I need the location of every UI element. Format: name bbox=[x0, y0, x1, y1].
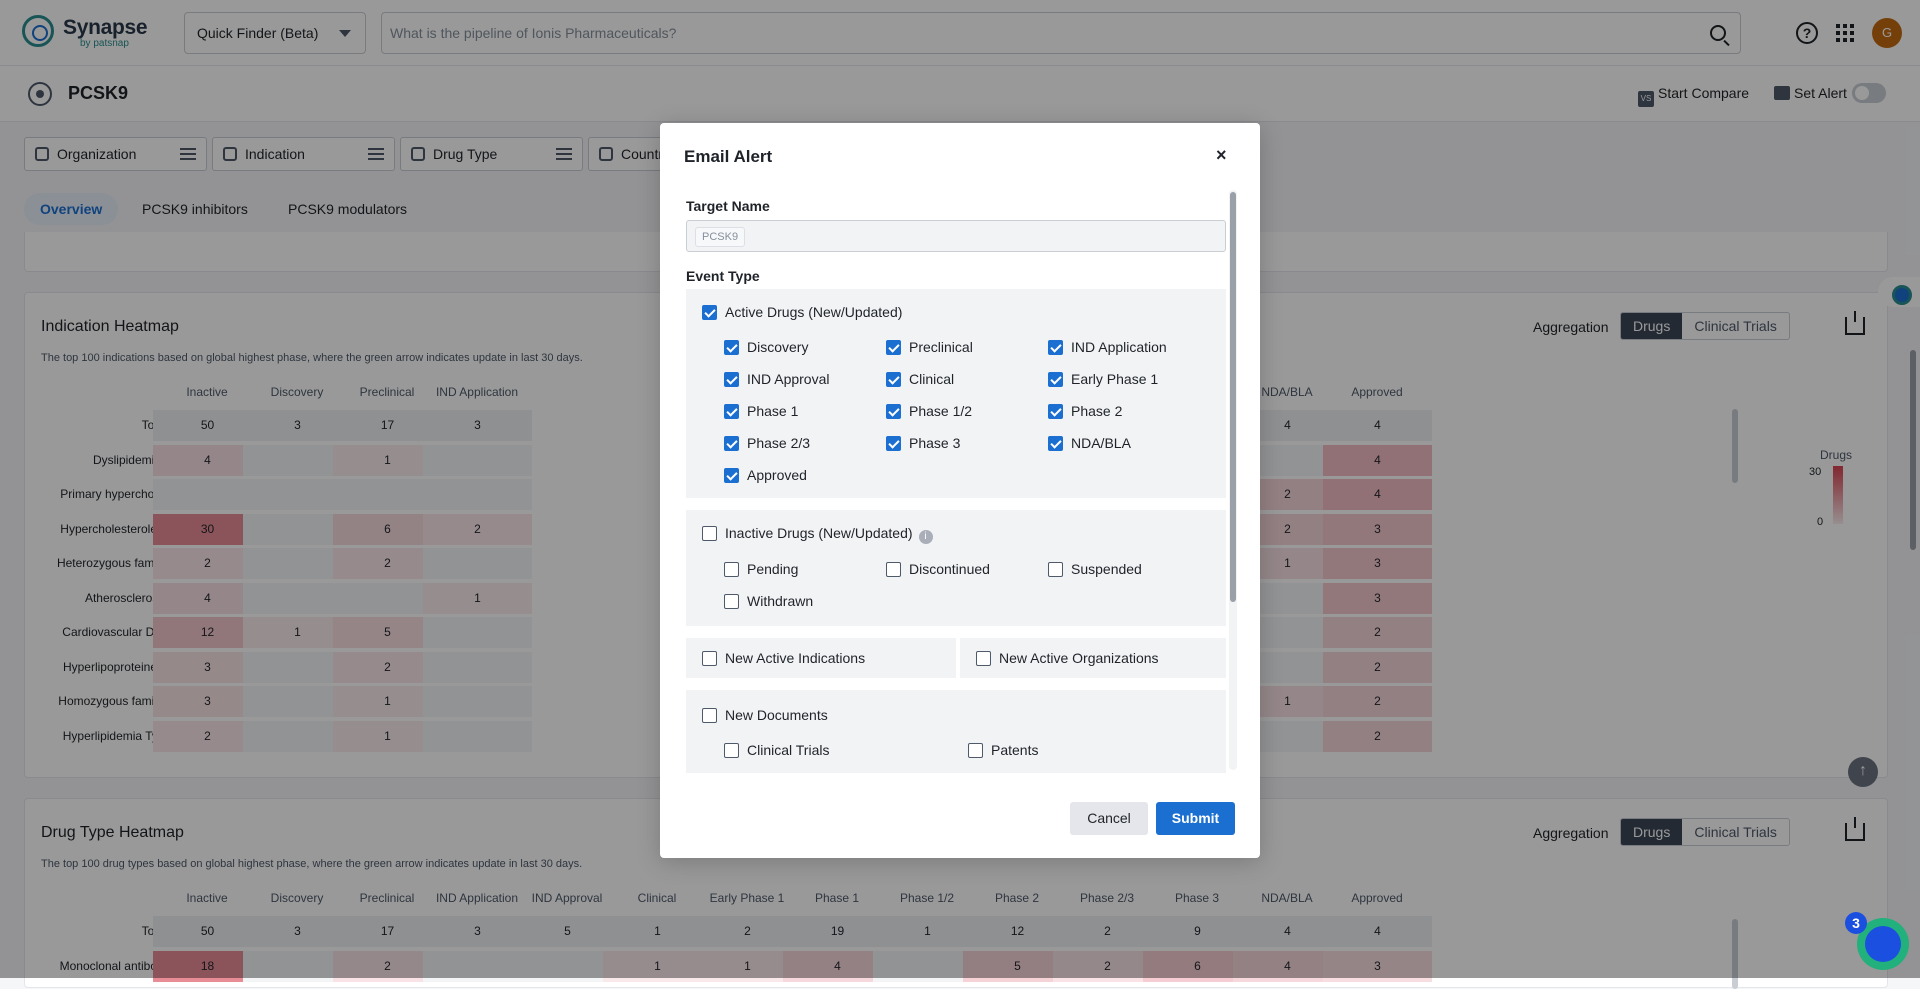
checkbox-checked-icon bbox=[724, 436, 739, 451]
info-icon[interactable]: i bbox=[919, 530, 933, 544]
checkbox-label: Preclinical bbox=[909, 339, 973, 355]
active-option-checkbox[interactable]: Approved bbox=[724, 467, 807, 483]
active-option-checkbox[interactable]: NDA/BLA bbox=[1048, 435, 1131, 451]
checkbox-label: Patents bbox=[991, 742, 1038, 758]
target-name-field[interactable]: PCSK9 bbox=[686, 220, 1226, 252]
checkbox-label: Phase 2/3 bbox=[747, 435, 810, 451]
checkbox-label: New Active Indications bbox=[725, 650, 865, 666]
active-option-checkbox[interactable]: Early Phase 1 bbox=[1048, 371, 1158, 387]
checkbox-icon bbox=[886, 562, 901, 577]
active-option-checkbox[interactable]: IND Approval bbox=[724, 371, 829, 387]
new-active-organizations-checkbox[interactable]: New Active Organizations bbox=[976, 650, 1159, 666]
checkbox-icon bbox=[724, 743, 739, 758]
active-option-checkbox[interactable]: Phase 3 bbox=[886, 435, 960, 451]
close-icon[interactable]: × bbox=[1216, 145, 1227, 166]
checkbox-checked-icon bbox=[886, 340, 901, 355]
checkbox-icon bbox=[724, 562, 739, 577]
checkbox-label: Pending bbox=[747, 561, 798, 577]
new-documents-group: New Documents Clinical Trials Patents bbox=[686, 690, 1226, 773]
checkbox-label: Phase 1 bbox=[747, 403, 798, 419]
doc-option-clinical-trials[interactable]: Clinical Trials bbox=[724, 742, 829, 758]
checkbox-checked-icon bbox=[724, 372, 739, 387]
inactive-drugs-checkbox[interactable]: Inactive Drugs (New/Updated) i bbox=[702, 525, 933, 544]
checkbox-label: New Active Organizations bbox=[999, 650, 1159, 666]
checkbox-checked-icon bbox=[886, 404, 901, 419]
target-tag: PCSK9 bbox=[695, 227, 745, 247]
active-option-checkbox[interactable]: Clinical bbox=[886, 371, 954, 387]
checkbox-label: Phase 1/2 bbox=[909, 403, 972, 419]
active-option-checkbox[interactable]: Discovery bbox=[724, 339, 808, 355]
new-active-indications-group: New Active Indications bbox=[686, 638, 956, 678]
active-drugs-checkbox[interactable]: Active Drugs (New/Updated) bbox=[702, 304, 902, 320]
checkbox-icon bbox=[702, 526, 717, 541]
inactive-option-checkbox[interactable]: Withdrawn bbox=[724, 593, 813, 609]
checkbox-icon bbox=[1048, 562, 1063, 577]
checkbox-label: Approved bbox=[747, 467, 807, 483]
active-drugs-group: Active Drugs (New/Updated) Discovery Prec… bbox=[686, 289, 1226, 498]
new-active-organizations-group: New Active Organizations bbox=[960, 638, 1226, 678]
active-option-checkbox[interactable]: IND Application bbox=[1048, 339, 1167, 355]
checkbox-label: Phase 3 bbox=[909, 435, 960, 451]
inactive-option-checkbox[interactable]: Discontinued bbox=[886, 561, 990, 577]
notification-badge[interactable]: 3 bbox=[1845, 912, 1867, 934]
checkbox-checked-icon bbox=[1048, 404, 1063, 419]
checkbox-label: Active Drugs (New/Updated) bbox=[725, 304, 902, 320]
checkbox-checked-icon bbox=[886, 436, 901, 451]
checkbox-checked-icon bbox=[724, 404, 739, 419]
checkbox-label: IND Application bbox=[1071, 339, 1167, 355]
checkbox-icon bbox=[724, 594, 739, 609]
checkbox-label: Withdrawn bbox=[747, 593, 813, 609]
checkbox-label: Inactive Drugs (New/Updated) bbox=[725, 525, 913, 541]
checkbox-icon bbox=[968, 743, 983, 758]
inactive-option-checkbox[interactable]: Suspended bbox=[1048, 561, 1142, 577]
inactive-drugs-group: Inactive Drugs (New/Updated) i Pending Dis… bbox=[686, 510, 1226, 626]
checkbox-checked-icon bbox=[1048, 436, 1063, 451]
checkbox-icon bbox=[702, 708, 717, 723]
modal-body[interactable]: Target Name PCSK9 Event Type Active Drug… bbox=[660, 188, 1260, 773]
inactive-option-checkbox[interactable]: Pending bbox=[724, 561, 798, 577]
checkbox-checked-icon bbox=[702, 305, 717, 320]
cancel-button[interactable]: Cancel bbox=[1070, 802, 1148, 835]
new-documents-checkbox[interactable]: New Documents bbox=[702, 707, 828, 723]
checkbox-label: New Documents bbox=[725, 707, 828, 723]
event-type-label: Event Type bbox=[686, 268, 760, 284]
checkbox-label: Discovery bbox=[747, 339, 808, 355]
checkbox-label: Clinical bbox=[909, 371, 954, 387]
checkbox-label: NDA/BLA bbox=[1071, 435, 1131, 451]
checkbox-checked-icon bbox=[1048, 372, 1063, 387]
active-option-checkbox[interactable]: Phase 1/2 bbox=[886, 403, 972, 419]
checkbox-icon bbox=[702, 651, 717, 666]
submit-button[interactable]: Submit bbox=[1156, 802, 1235, 835]
modal-title: Email Alert bbox=[684, 147, 772, 167]
checkbox-icon bbox=[976, 651, 991, 666]
checkbox-checked-icon bbox=[724, 340, 739, 355]
checkbox-label: IND Approval bbox=[747, 371, 829, 387]
active-option-checkbox[interactable]: Phase 1 bbox=[724, 403, 798, 419]
checkbox-label: Suspended bbox=[1071, 561, 1142, 577]
target-name-label: Target Name bbox=[686, 198, 770, 214]
checkbox-label: Phase 2 bbox=[1071, 403, 1122, 419]
active-option-checkbox[interactable]: Phase 2 bbox=[1048, 403, 1122, 419]
checkbox-checked-icon bbox=[886, 372, 901, 387]
checkbox-checked-icon bbox=[1048, 340, 1063, 355]
checkbox-label: Early Phase 1 bbox=[1071, 371, 1158, 387]
active-option-checkbox[interactable]: Phase 2/3 bbox=[724, 435, 810, 451]
active-option-checkbox[interactable]: Preclinical bbox=[886, 339, 973, 355]
checkbox-label: Clinical Trials bbox=[747, 742, 829, 758]
doc-option-patents[interactable]: Patents bbox=[968, 742, 1038, 758]
checkbox-label: Discontinued bbox=[909, 561, 990, 577]
modal-scrollbar-thumb[interactable] bbox=[1230, 192, 1236, 602]
checkbox-checked-icon bbox=[724, 468, 739, 483]
new-active-indications-checkbox[interactable]: New Active Indications bbox=[702, 650, 865, 666]
email-alert-modal: Email Alert × Target Name PCSK9 Event Ty… bbox=[660, 123, 1260, 858]
